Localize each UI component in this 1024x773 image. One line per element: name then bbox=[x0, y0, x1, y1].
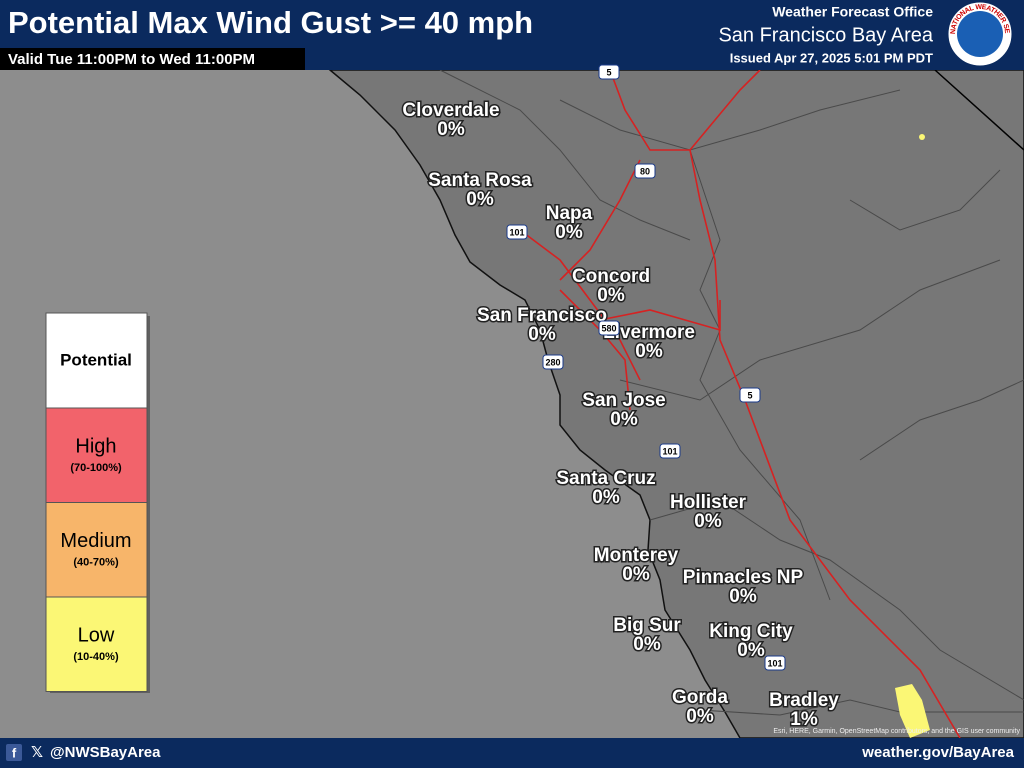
shield bbox=[598, 320, 620, 336]
site[interactable]: weather.gov/BayArea bbox=[861, 744, 1014, 761]
legend-swatch bbox=[45, 596, 148, 692]
city-value: 0% bbox=[555, 222, 583, 243]
city-value: 0% bbox=[686, 706, 714, 727]
legend-title: Potential bbox=[60, 350, 132, 369]
shield-label: 5 bbox=[747, 390, 752, 400]
shield bbox=[764, 655, 786, 671]
city-name: Concord bbox=[572, 266, 650, 287]
shield bbox=[659, 443, 681, 459]
city-name: Hollister bbox=[670, 492, 747, 513]
highways bbox=[519, 69, 961, 739]
legend-range: (40-70%) bbox=[73, 556, 119, 568]
city-value: 0% bbox=[528, 324, 556, 345]
city-name: Pinnacles NP bbox=[683, 567, 804, 588]
shield-label: 80 bbox=[640, 166, 650, 176]
shield bbox=[634, 163, 656, 179]
low-area bbox=[919, 134, 925, 140]
legend-range: (10-40%) bbox=[73, 651, 119, 663]
city-name: Big Sur bbox=[613, 615, 681, 636]
office: Weather Forecast Office bbox=[772, 4, 933, 20]
region: San Francisco Bay Area bbox=[718, 24, 933, 46]
shield-label: 280 bbox=[545, 357, 560, 367]
legend-swatch bbox=[45, 502, 148, 598]
city-value: 0% bbox=[633, 634, 661, 655]
x-icon[interactable]: 𝕏 bbox=[31, 744, 43, 761]
city-value: 0% bbox=[729, 586, 757, 607]
state-line bbox=[934, 69, 1024, 151]
city-value: 0% bbox=[694, 511, 722, 532]
city-value: 0% bbox=[466, 189, 494, 210]
city-value: 0% bbox=[622, 564, 650, 585]
shield-label: 580 bbox=[601, 323, 616, 333]
handle[interactable]: @NWSBayArea bbox=[50, 744, 161, 761]
valid-bar bbox=[0, 48, 305, 70]
footer-bar bbox=[0, 738, 1024, 768]
legend-label: High bbox=[75, 435, 116, 457]
city-name: Santa Rosa bbox=[428, 170, 532, 191]
valid-time: Valid Tue 11:00PM to Wed 11:00PM bbox=[8, 51, 255, 68]
shield-label: 5 bbox=[606, 67, 611, 77]
city-name: Bradley bbox=[769, 690, 839, 711]
city-value: 0% bbox=[592, 487, 620, 508]
city-name: Gorda bbox=[672, 687, 728, 708]
title: Potential Max Wind Gust >= 40 mph bbox=[8, 5, 533, 40]
shield bbox=[542, 354, 564, 370]
county-lines bbox=[439, 69, 1024, 716]
city-value: 0% bbox=[737, 640, 765, 661]
city-value: 0% bbox=[597, 285, 625, 306]
low-area bbox=[895, 684, 930, 738]
city-name: Cloverdale bbox=[402, 100, 499, 121]
city-value: 1% bbox=[790, 709, 818, 730]
shield-label: 101 bbox=[509, 227, 524, 237]
legend-range: (70-100%) bbox=[70, 462, 122, 474]
city-value: 0% bbox=[635, 341, 663, 362]
city-name: Napa bbox=[546, 203, 593, 224]
city-name: Monterey bbox=[594, 545, 679, 566]
shield-label: 101 bbox=[662, 446, 677, 456]
facebook-icon[interactable] bbox=[6, 744, 22, 761]
shield bbox=[506, 224, 528, 240]
city-name: King City bbox=[709, 621, 793, 642]
city-name: San Jose bbox=[582, 390, 665, 411]
legend-label: Medium bbox=[60, 530, 131, 552]
city-value: 0% bbox=[437, 119, 465, 140]
legend-label: Low bbox=[78, 624, 115, 646]
legend-items: High (70-100%) Medium (40-70%) Low (10-40%) bbox=[45, 407, 148, 692]
issued: Issued Apr 27, 2025 5:01 PM PDT bbox=[730, 50, 933, 65]
city-value: 0% bbox=[610, 409, 638, 430]
city-name: San Francisco bbox=[477, 305, 607, 326]
land bbox=[327, 69, 1024, 739]
shield bbox=[598, 64, 620, 80]
facebook-f: f bbox=[12, 745, 17, 760]
attribution: Esri, HERE, Garmin, OpenStreetMap contri… bbox=[773, 728, 1020, 735]
shield bbox=[739, 387, 761, 403]
city-name: Santa Cruz bbox=[556, 468, 655, 489]
shield-label: 101 bbox=[767, 658, 782, 668]
